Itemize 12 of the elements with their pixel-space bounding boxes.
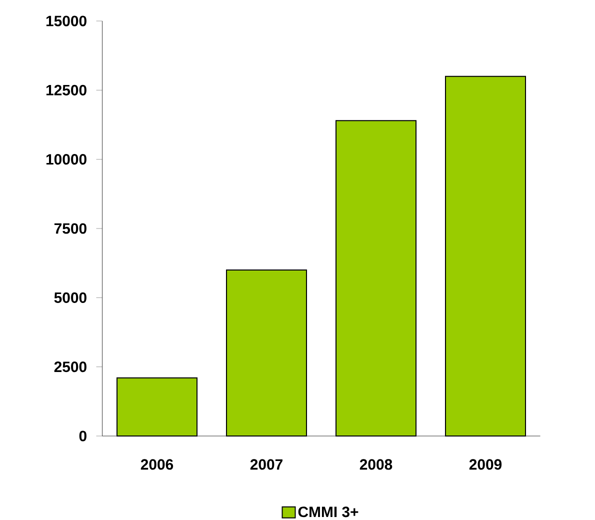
x-tick-label: 2009 [469, 459, 502, 470]
y-tick-label: 2500 [54, 362, 86, 372]
legend-label: CMMI 3+ [298, 506, 358, 518]
y-tick-label: 7500 [54, 223, 86, 234]
y-tick-label: 5000 [54, 292, 86, 303]
x-tick-label: 2008 [360, 459, 392, 470]
y-tick-label: 15000 [46, 16, 86, 26]
x-tick-label: 2007 [250, 459, 282, 470]
y-tick-label: 0 [79, 430, 86, 442]
y-tick-label: 12500 [46, 84, 86, 96]
x-tick-label: 2006 [140, 459, 174, 470]
y-tick-label: 10000 [46, 154, 86, 165]
